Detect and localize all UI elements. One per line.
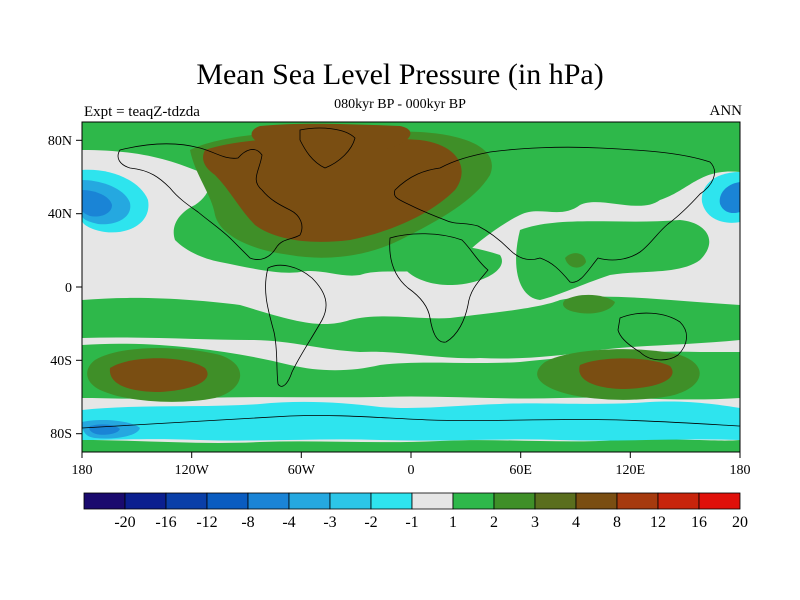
chart-title: Mean Sea Level Pressure (in hPa) (196, 58, 604, 91)
colorbar-box (206, 492, 249, 510)
colorbar-box (370, 492, 413, 510)
colorbar-box (698, 492, 741, 510)
lon-label-120w: 120W (175, 463, 210, 478)
colorbar-label: -3 (323, 514, 336, 531)
chart-subtitle: 080kyr BP - 000kyr BP (334, 97, 466, 112)
colorbar-label: -12 (196, 514, 217, 531)
south-pacific-high (109, 358, 208, 392)
north-america-coast (117, 143, 303, 260)
tibet-olive (565, 253, 586, 268)
colorbar-label: 4 (572, 514, 580, 531)
colorbar-box (493, 492, 536, 510)
colorbar-box (329, 492, 372, 510)
sahara-green (399, 244, 502, 285)
lat-label-80s: 80S (50, 427, 72, 442)
colorbar-label: -2 (364, 514, 377, 531)
antarctica-coast (82, 415, 740, 429)
lon-label-180w: 180 (72, 463, 93, 478)
colorbar-label: -16 (155, 514, 176, 531)
colorbar-box (452, 492, 495, 510)
north-pacific-low-east-core (719, 182, 740, 214)
australia-coast (617, 312, 687, 361)
arctic-canada-high (251, 123, 411, 153)
pressure-field (82, 122, 740, 452)
colorbar: -20 -16 -12 -8 -4 -3 -2 -1 1 2 3 4 8 12 16 20 (83, 492, 748, 531)
colorbar-box (288, 492, 331, 510)
colorbar-label: 1 (449, 514, 457, 531)
lat-label-80n: 80N (48, 134, 72, 149)
coastlines (82, 127, 740, 429)
north-pacific-low-west-center (82, 190, 112, 217)
colorbar-box (411, 492, 454, 510)
south-indian-high (579, 358, 673, 389)
europe-asia-coast (393, 146, 715, 283)
lat-label-40s: 40S (50, 354, 72, 369)
indian-ocean-olive (563, 294, 615, 314)
lon-label-60w: 60W (288, 463, 316, 478)
colorbar-box (247, 492, 290, 510)
lat-label-40n: 40N (48, 207, 72, 222)
colorbar-label: 16 (691, 514, 707, 531)
colorbar-box (657, 492, 700, 510)
greenland-coast (299, 127, 356, 169)
latitude-axis: 80N 40N 0 40S 80S (48, 134, 82, 442)
colorbar-label: -20 (114, 514, 135, 531)
longitude-axis: 180 120W 60W 0 60E 120E 180 (72, 452, 751, 478)
colorbar-box (165, 492, 208, 510)
north-atlantic-high (203, 137, 462, 242)
colorbar-box (124, 492, 167, 510)
antarctic-low (82, 401, 740, 441)
south-america-coast (265, 264, 327, 387)
lon-label-0: 0 (408, 463, 415, 478)
colorbar-box (616, 492, 659, 510)
experiment-label: Expt = teaqZ-tdzda (84, 104, 200, 120)
colorbar-label: 3 (531, 514, 539, 531)
lat-label-0: 0 (65, 281, 72, 296)
colorbar-box (534, 492, 577, 510)
antarctic-green (82, 439, 740, 452)
africa-coast (389, 233, 489, 343)
colorbar-label: 12 (650, 514, 666, 531)
colorbar-label: 20 (732, 514, 748, 531)
colorbar-label: -1 (405, 514, 418, 531)
colorbar-label: -8 (241, 514, 254, 531)
season-label: ANN (709, 103, 743, 119)
lon-label-180e: 180 (730, 463, 751, 478)
colorbar-box (83, 492, 126, 510)
lon-label-60e: 60E (509, 463, 532, 478)
colorbar-label: 8 (613, 514, 621, 531)
colorbar-label: 2 (490, 514, 498, 531)
lon-label-120e: 120E (616, 463, 646, 478)
colorbar-label: -4 (282, 514, 295, 531)
colorbar-box (575, 492, 618, 510)
